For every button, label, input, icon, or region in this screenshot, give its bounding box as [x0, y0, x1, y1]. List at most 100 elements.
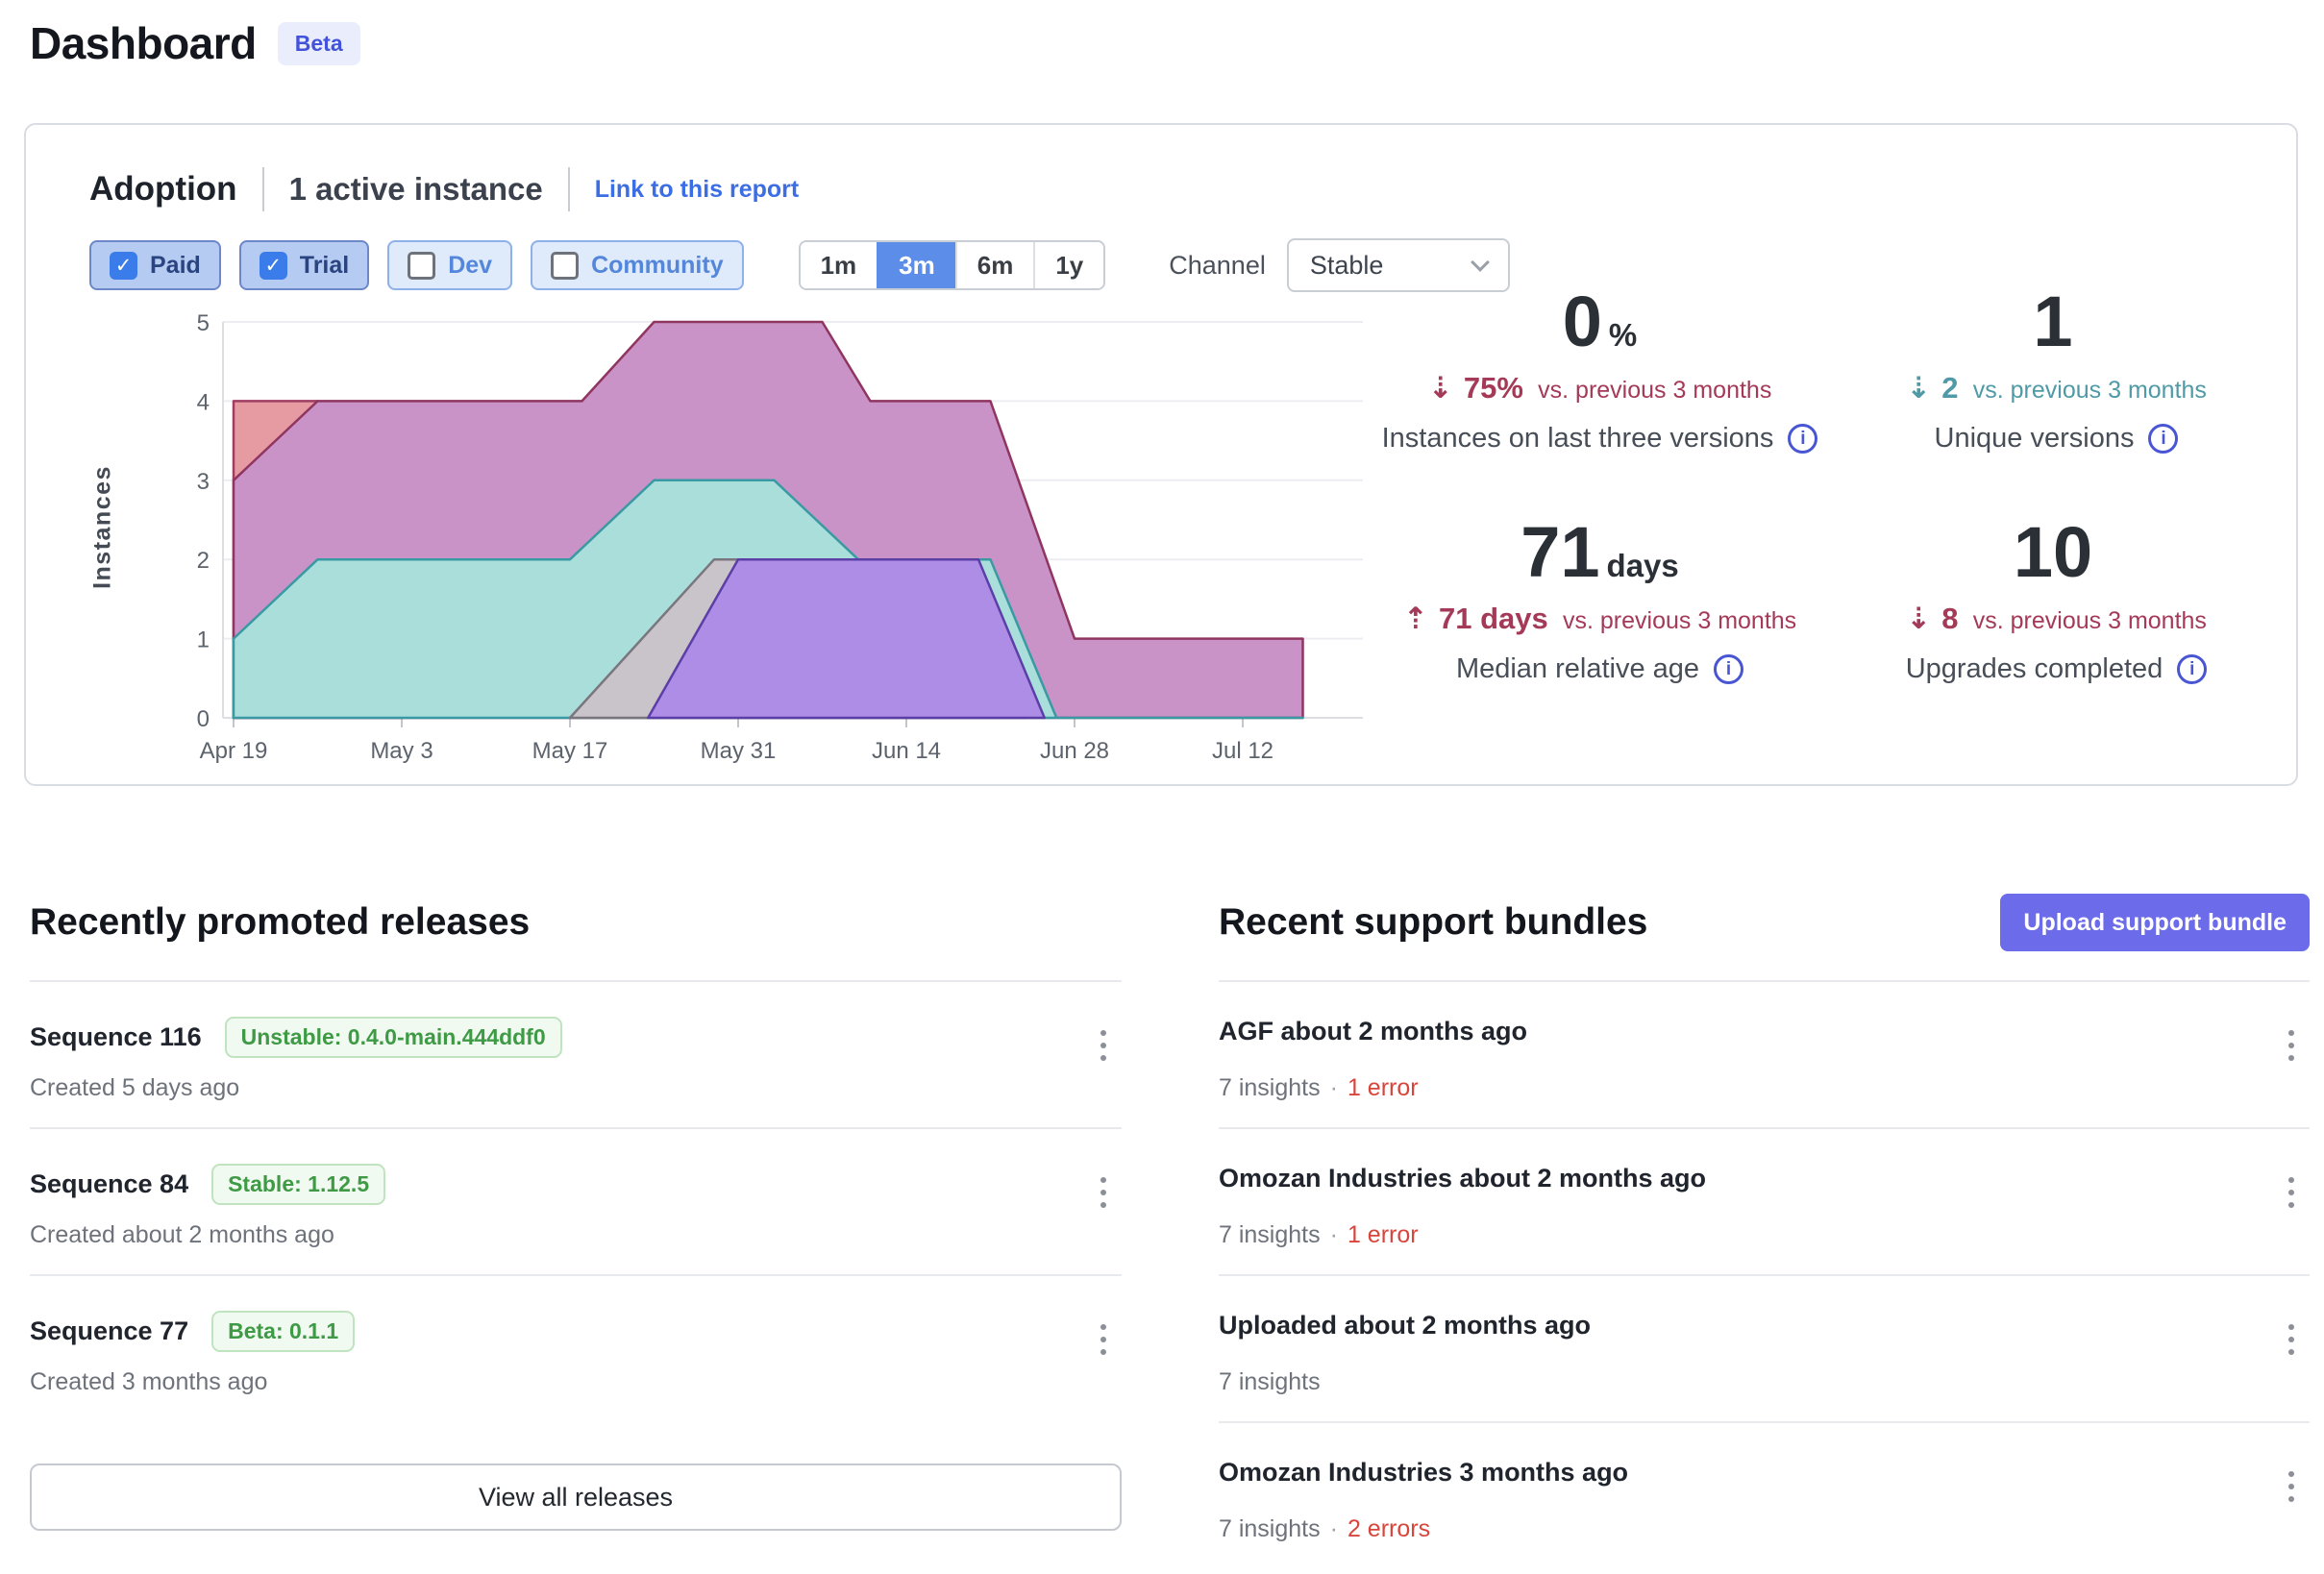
stat-delta: ⇣ 8 vs. previous 3 months [1906, 602, 2207, 636]
bundle-insights: 7 insights [1219, 1221, 1321, 1248]
svg-text:Jul 12: Jul 12 [1212, 738, 1273, 764]
stat-unit: % [1608, 317, 1638, 353]
stat-delta: ⇣ 75% vs. previous 3 months [1427, 371, 1772, 406]
kebab-menu-icon[interactable] [2281, 1316, 2302, 1363]
adoption-card: Adoption 1 active instance Link to this … [24, 123, 2298, 786]
bundle-errors: 1 error [1347, 1221, 1419, 1248]
page-header: Dashboard Beta [30, 17, 360, 69]
range-1m-button[interactable]: 1m [800, 242, 878, 288]
svg-text:5: 5 [197, 314, 210, 336]
bundle-insights: 7 insights [1219, 1515, 1321, 1542]
range-3m-button[interactable]: 3m [877, 242, 955, 288]
info-icon[interactable] [2148, 424, 2179, 454]
release-created: Created 3 months ago [30, 1368, 268, 1395]
arrow-down-dashed-icon: ⇣ [1906, 602, 1932, 636]
svg-text:May 3: May 3 [370, 738, 433, 764]
filter-label: Trial [299, 251, 350, 279]
info-icon[interactable] [2177, 654, 2208, 684]
filter-label: Paid [150, 251, 201, 279]
range-1y-button[interactable]: 1y [1033, 242, 1104, 288]
support-bundle-row[interactable]: Uploaded about 2 months ago 7 insights [1219, 1276, 2310, 1423]
stat-delta: ⇣ 2 vs. previous 3 months [1906, 371, 2207, 406]
upload-support-bundle-button[interactable]: Upload support bundle [2000, 894, 2310, 951]
checkbox-checked-icon [110, 251, 137, 280]
adoption-area-chart: 0 1 2 3 4 5 Apr 19 May 3 May 17 May 31 Jun 14 Jun 2… [197, 314, 1363, 764]
release-title: Sequence 77 [30, 1316, 189, 1345]
info-icon[interactable] [1788, 424, 1818, 454]
stat-label: Instances on last three versions [1381, 423, 1774, 454]
page-title: Dashboard [30, 18, 257, 68]
adoption-filter-row: Paid Trial Dev Community 1m 3m 6m 1y Cha… [89, 238, 1510, 292]
svg-text:2: 2 [197, 548, 210, 574]
release-row: Sequence 116 Unstable: 0.4.0-main.444ddf… [30, 982, 1122, 1129]
stat-delta: ⇡ 71 days vs. previous 3 months [1402, 602, 1797, 636]
svg-text:Jun 14: Jun 14 [872, 738, 941, 764]
releases-section-title: Recently promoted releases [30, 901, 531, 943]
bundle-insights: 7 insights [1219, 1368, 1321, 1395]
bundle-title: Uploaded about 2 months ago [1219, 1311, 1592, 1340]
stat-unit: days [1606, 548, 1679, 583]
adoption-card-header: Adoption 1 active instance Link to this … [89, 167, 799, 211]
arrow-down-dashed-icon: ⇣ [1906, 371, 1932, 406]
range-6m-button[interactable]: 6m [954, 242, 1034, 288]
kebab-menu-icon[interactable] [1093, 1169, 1114, 1216]
filter-label: Community [591, 251, 724, 279]
stat-label: Median relative age [1455, 653, 1700, 684]
filter-trial-checkbox[interactable]: Trial [238, 240, 370, 290]
release-row: Sequence 84 Stable: 1.12.5 Created about… [30, 1129, 1122, 1276]
stat-unique-versions: 1 ⇣ 2 vs. previous 3 months Unique versi… [1828, 259, 2285, 490]
channel-label: Channel [1169, 250, 1266, 280]
stat-median-relative-age: 71 days ⇡ 71 days vs. previous 3 months M… [1372, 490, 1828, 721]
divider [567, 167, 570, 211]
stat-value: 10 [2013, 512, 2093, 592]
view-all-releases-button[interactable]: View all releases [30, 1463, 1122, 1531]
svg-text:May 17: May 17 [532, 738, 608, 764]
channel-select[interactable]: Stable [1286, 238, 1510, 292]
support-bundle-row[interactable]: AGF about 2 months ago 7 insights · 1 erro… [1219, 982, 2310, 1129]
stat-value: 1 [2033, 282, 2073, 361]
svg-text:4: 4 [197, 389, 210, 415]
arrow-down-dashed-icon: ⇣ [1427, 371, 1453, 406]
kebab-menu-icon[interactable] [1093, 1022, 1114, 1069]
support-bundle-row[interactable]: Omozan Industries about 2 months ago 7 i… [1219, 1129, 2310, 1276]
release-title: Sequence 84 [30, 1169, 189, 1198]
stat-label: Upgrades completed [1905, 653, 2163, 684]
kebab-menu-icon[interactable] [2281, 1463, 2302, 1510]
release-created: Created 5 days ago [30, 1074, 240, 1101]
checkbox-unchecked-icon [551, 251, 580, 280]
filter-community-checkbox[interactable]: Community [531, 240, 744, 290]
bundle-title: Omozan Industries about 2 months ago [1219, 1164, 1707, 1193]
beta-badge: Beta [277, 21, 360, 65]
bundle-errors: 2 errors [1347, 1515, 1431, 1542]
kebab-menu-icon[interactable] [1093, 1316, 1114, 1363]
kebab-menu-icon[interactable] [2281, 1169, 2302, 1216]
time-range-segmented-control: 1m 3m 6m 1y [798, 240, 1106, 290]
filter-paid-checkbox[interactable]: Paid [89, 240, 221, 290]
bundles-section-title: Recent support bundles [1219, 901, 1648, 943]
active-instance-count: 1 active instance [288, 171, 543, 207]
release-title: Sequence 116 [30, 1022, 202, 1051]
adoption-title: Adoption [89, 170, 237, 208]
svg-text:May 31: May 31 [701, 738, 777, 764]
checkbox-unchecked-icon [408, 251, 436, 280]
stat-upgrades-completed: 10 ⇣ 8 vs. previous 3 months Upgrades co… [1828, 490, 2285, 721]
release-row: Sequence 77 Beta: 0.1.1 Created 3 months… [30, 1276, 1122, 1423]
support-bundle-row[interactable]: Omozan Industries 3 months ago 7 insight… [1219, 1423, 2310, 1570]
info-icon[interactable] [1714, 654, 1744, 684]
link-to-report[interactable]: Link to this report [594, 175, 800, 203]
adoption-stats-grid: 0% ⇣ 75% vs. previous 3 months Instances… [1372, 259, 2285, 721]
stat-value: 71 [1520, 512, 1600, 592]
stat-label: Unique versions [1934, 423, 2135, 454]
filter-dev-checkbox[interactable]: Dev [387, 240, 513, 290]
channel-selected-value: Stable [1309, 250, 1384, 280]
svg-text:Apr 19: Apr 19 [200, 738, 268, 764]
svg-text:1: 1 [197, 627, 210, 653]
recently-promoted-releases-section: Recently promoted releases Sequence 116 … [30, 894, 1122, 1574]
bundle-errors: 1 error [1347, 1074, 1419, 1101]
checkbox-checked-icon [259, 251, 287, 280]
divider [261, 167, 264, 211]
stat-instances-last-three-versions: 0% ⇣ 75% vs. previous 3 months Instances… [1372, 259, 1828, 490]
release-version-badge: Beta: 0.1.1 [211, 1311, 356, 1352]
recent-support-bundles-section: Recent support bundles Upload support bu… [1219, 894, 2310, 1574]
kebab-menu-icon[interactable] [2281, 1022, 2302, 1069]
